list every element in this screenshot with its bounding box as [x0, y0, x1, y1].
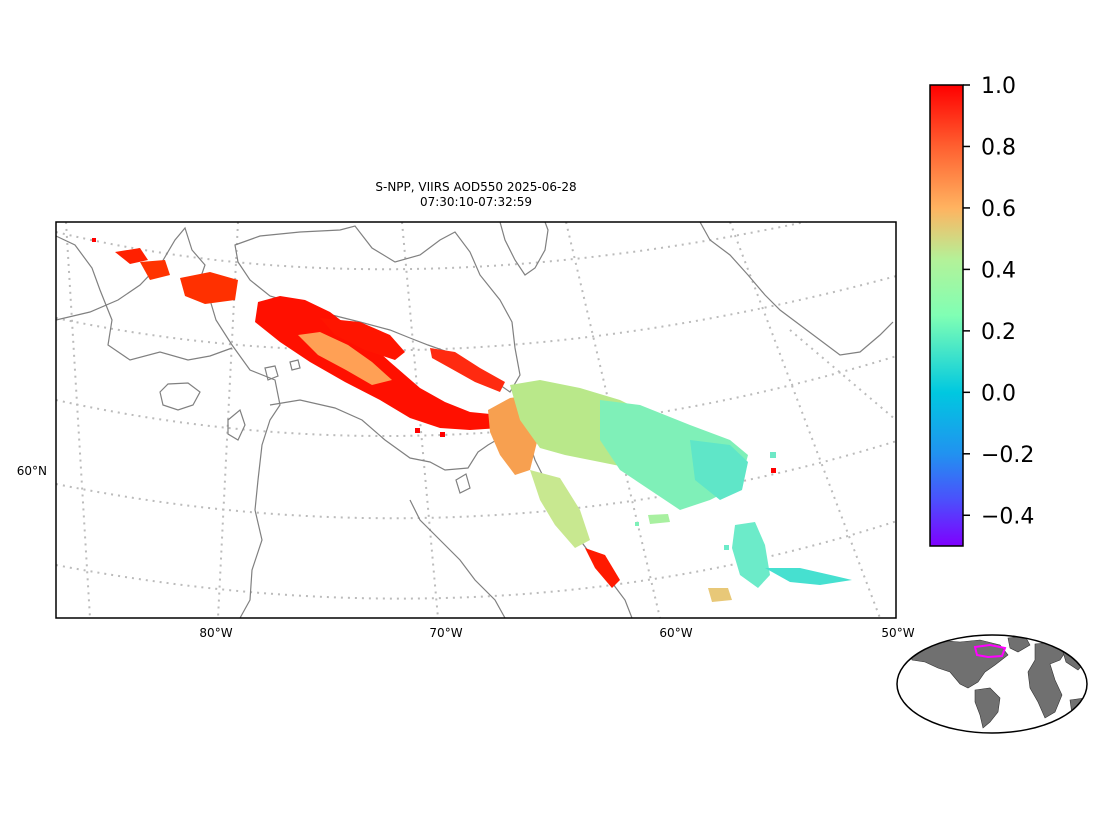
meridian-line — [217, 222, 239, 618]
aod-northern-patch — [180, 272, 238, 304]
aod-baffin-coast-band — [320, 318, 405, 360]
map-title-line-1: S-NPP, VIIRS AOD550 2025-06-28 — [375, 180, 576, 194]
meridian-line — [65, 222, 91, 618]
aod-northern-patch — [115, 248, 148, 264]
colorbar-tick-label: 0.2 — [981, 320, 1016, 345]
aod-isolated-pixel — [770, 452, 776, 458]
aod-high-plume-core — [255, 296, 500, 430]
lon-label: 80°W — [199, 626, 232, 640]
aod-isolated-pixel — [635, 522, 639, 526]
aod-moderate-plume — [298, 332, 392, 385]
coastline-greenland-south — [699, 222, 894, 356]
aod-isolated-pixel — [771, 468, 776, 473]
main-map: 80°W 70°W 60°W 50°W 60°N — [17, 221, 915, 640]
aod-coastal-red — [585, 548, 620, 588]
inset-north-america — [909, 639, 1009, 689]
parallel-line — [56, 520, 896, 600]
coastline-small-island — [289, 359, 301, 371]
parallel-line — [56, 355, 896, 437]
colorbar-ticks: 1.0 0.8 0.6 0.4 0.2 0.0 −0.2 −0.4 — [963, 74, 1034, 529]
colorbar-tick-label: −0.4 — [981, 504, 1034, 529]
inset-frame — [896, 634, 1088, 734]
aod-southern-patch — [708, 588, 732, 602]
coastline-small-island — [264, 365, 279, 381]
aod-southern-cyan — [732, 522, 770, 588]
inset-australia — [1069, 697, 1087, 715]
aod-isolated-pixel — [92, 238, 96, 242]
coastline-hudson-bay-west — [56, 235, 233, 361]
aod-coastal-band — [530, 470, 590, 548]
coastline-greenland-west — [499, 222, 549, 276]
inset-region-highlight — [973, 643, 1007, 659]
coastline-southampton-island — [159, 382, 201, 411]
lon-label: 60°W — [659, 626, 692, 640]
lon-label: 50°W — [881, 626, 914, 640]
aod-northern-patch — [140, 260, 170, 280]
colorbar-tick-label: 0.0 — [981, 381, 1016, 406]
aod-eastern-edge — [690, 440, 748, 500]
coastline-quebec-south — [409, 499, 506, 618]
map-frame — [55, 221, 897, 619]
coastline-lake — [455, 473, 471, 494]
coastline-belcher-island — [227, 408, 246, 441]
aod-hudson-strait-band — [430, 348, 505, 392]
aod-southern-tail — [765, 568, 852, 585]
map-title-line-2: 07:30:10-07:32:59 — [420, 195, 532, 209]
colorbar-gradient — [929, 84, 964, 547]
lat-label: 60°N — [17, 464, 47, 478]
colorbar: 1.0 0.8 0.6 0.4 0.2 0.0 −0.2 −0.4 — [929, 74, 1034, 547]
aod-isolated-pixel — [724, 545, 729, 550]
meridian-line — [729, 222, 881, 618]
colorbar-tick-label: 0.6 — [981, 197, 1016, 222]
colorbar-tick-label: −0.2 — [981, 443, 1034, 468]
aod-swath — [92, 238, 852, 602]
parallel-line — [56, 440, 896, 520]
colorbar-tick-label: 0.4 — [981, 258, 1016, 283]
inset-globe — [896, 634, 1088, 734]
colorbar-tick-label: 1.0 — [981, 74, 1016, 99]
aod-isolated-pixel — [415, 428, 420, 433]
inset-south-america — [974, 687, 1001, 729]
colorbar-tick-label: 0.8 — [981, 135, 1016, 160]
aod-small-green-patch — [648, 514, 670, 524]
aod-isolated-pixel — [440, 432, 445, 437]
lon-label: 70°W — [429, 626, 462, 640]
